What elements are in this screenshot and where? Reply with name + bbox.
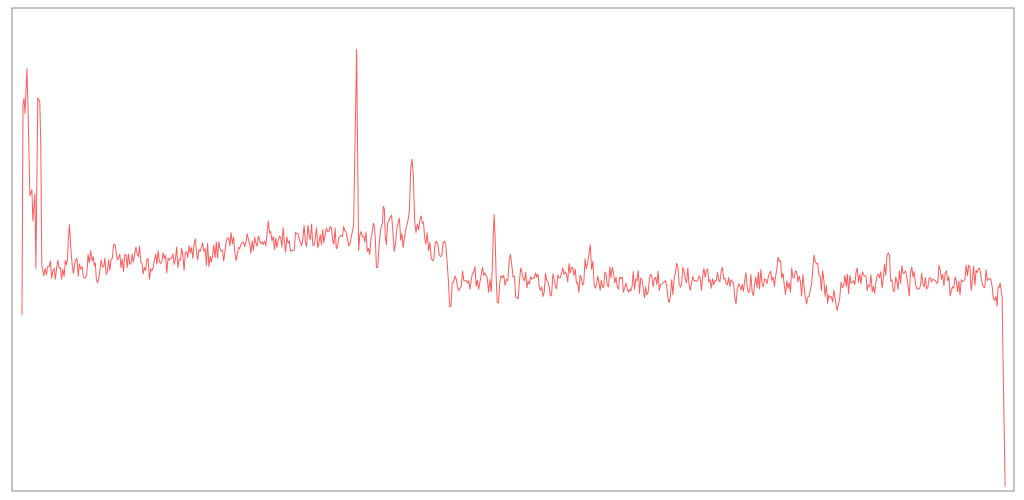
plot-frame (11, 7, 1015, 492)
series-layer (21, 48, 1006, 487)
series-line-0 (21, 48, 1006, 487)
